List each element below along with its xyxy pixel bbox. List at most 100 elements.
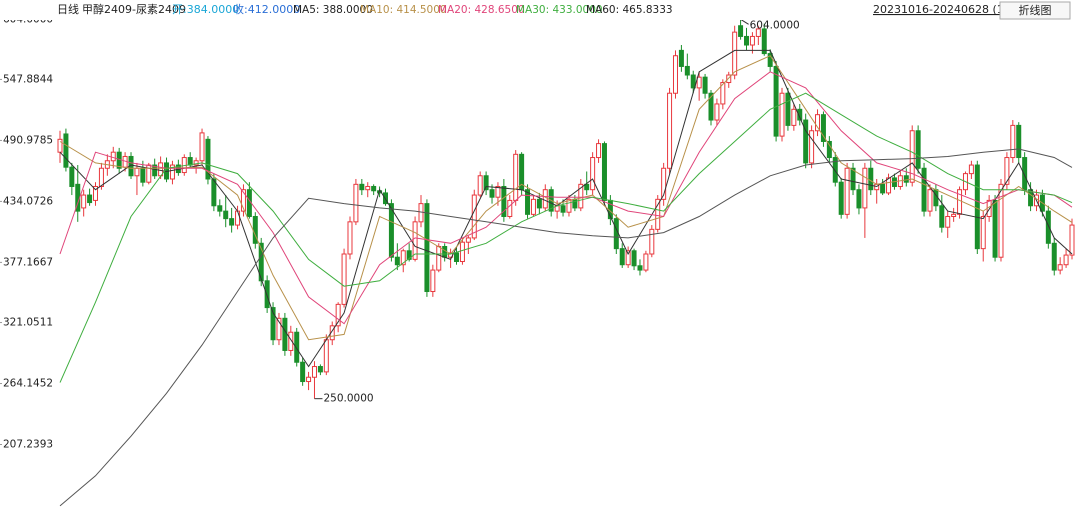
candle-body — [152, 164, 158, 177]
candle-body — [720, 82, 726, 105]
candle-body — [886, 177, 892, 194]
candle-body — [690, 74, 696, 89]
candle-body — [678, 49, 684, 67]
candle-body — [578, 183, 584, 209]
candle-body — [311, 366, 317, 378]
candle-body — [87, 194, 93, 204]
candle-body — [1069, 224, 1075, 256]
candle-body — [572, 198, 578, 209]
close-label: 收:412.0000 — [233, 2, 300, 16]
candle-body — [495, 185, 501, 198]
candle-body — [211, 178, 217, 207]
candle-body — [714, 103, 720, 121]
ma-line — [59, 49, 1073, 368]
candle-body — [169, 164, 175, 180]
candle-body — [205, 138, 211, 180]
candle-body — [388, 203, 394, 258]
candle-body — [708, 92, 714, 121]
candle-body — [590, 157, 596, 191]
header-bg — [0, 0, 1080, 20]
candle-body — [146, 164, 152, 183]
candle-body — [601, 143, 607, 201]
candle-body — [536, 198, 542, 209]
candle-body — [749, 35, 755, 46]
candle-body — [803, 119, 809, 164]
range-label[interactable]: 20231016-20240628 (172) — [873, 3, 1022, 16]
candle-body — [436, 245, 442, 271]
candle-body — [258, 242, 264, 282]
button-frame[interactable] — [999, 1, 1071, 20]
candle-body — [418, 203, 424, 223]
candle-body — [909, 130, 915, 183]
candle-body — [998, 183, 1004, 258]
candle-body — [501, 185, 507, 217]
candle-body — [826, 140, 832, 159]
candle-body — [667, 92, 673, 169]
ma-line — [59, 92, 1073, 383]
y-tick-label: 321.0511 — [3, 317, 53, 329]
candle-body — [229, 218, 235, 226]
candle-body — [1016, 124, 1022, 159]
candle-body — [489, 189, 495, 198]
candle-body — [785, 92, 791, 126]
candle-body — [542, 189, 548, 209]
candle-body — [335, 303, 341, 327]
candle-body — [868, 167, 874, 191]
candle-body — [637, 265, 643, 271]
candle-body — [371, 185, 377, 192]
period: 日线 — [57, 2, 79, 16]
candle-body — [696, 76, 702, 89]
candle-body — [300, 361, 306, 383]
candle-body — [945, 215, 951, 228]
button[interactable]: 折线图 — [1019, 3, 1052, 17]
y-tick-label: 547.8844 — [3, 73, 53, 85]
high-pointer — [740, 18, 749, 25]
candle-body — [187, 157, 193, 166]
legend-entry: MA5: 388.0000 — [293, 4, 373, 16]
candle-body — [815, 114, 821, 132]
candle-body — [992, 199, 998, 258]
candle-body — [288, 331, 294, 351]
candle-body — [270, 307, 276, 341]
candle-body — [525, 189, 531, 215]
candle-body — [880, 183, 886, 194]
candle-body — [850, 167, 856, 191]
symbol: 甲醇2409-尿素2409 — [82, 2, 186, 16]
candle-body — [832, 157, 838, 183]
candle-body — [454, 252, 460, 263]
candle-body — [323, 339, 329, 373]
candle-body — [927, 189, 933, 212]
candle-body — [915, 130, 921, 169]
candle-body — [217, 205, 223, 212]
candle-body — [560, 205, 566, 213]
candle-body — [57, 138, 63, 153]
candle-body — [649, 228, 655, 255]
candle-body — [732, 31, 738, 76]
legend-entry: MA10: 414.5000 — [360, 4, 447, 16]
candle-body — [294, 331, 300, 363]
candle-body — [767, 53, 773, 67]
candle-body — [223, 210, 229, 220]
candle-body — [903, 175, 909, 183]
high-label: 604.0000 — [750, 19, 800, 31]
candle-body — [1010, 124, 1016, 159]
candle-body — [359, 183, 365, 191]
candle-body — [1063, 254, 1069, 266]
candle-body — [779, 92, 785, 137]
candle-body — [483, 175, 489, 191]
candle-body — [820, 114, 826, 142]
candle-body — [365, 185, 371, 191]
candle-body — [1022, 157, 1028, 191]
candle-body — [862, 167, 868, 209]
candle-body — [400, 250, 406, 266]
candle-body — [276, 317, 282, 341]
candle-body — [702, 76, 708, 94]
candle-body — [306, 376, 312, 383]
candle-body — [613, 218, 619, 250]
candle-body — [755, 28, 761, 37]
candle-body — [856, 189, 862, 209]
candle-body — [761, 28, 767, 55]
candle-body — [199, 132, 205, 162]
